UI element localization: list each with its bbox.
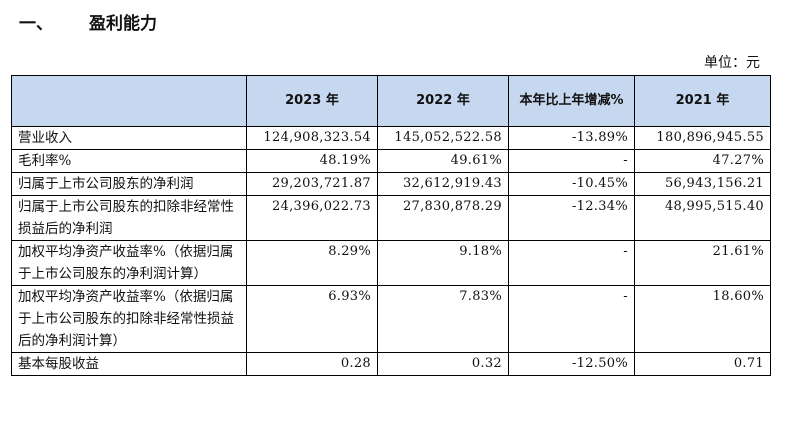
row-label: 营业收入	[11, 126, 247, 150]
cell-change: -12.34%	[508, 195, 635, 241]
cell-2021: 56,943,156.21	[634, 172, 771, 196]
header-year-2023: 2023 年	[246, 75, 378, 127]
cell-change: -	[508, 240, 635, 286]
profitability-table: 2023 年 2022 年 本年比上年增减% 2021 年 营业收入 124,9…	[11, 75, 771, 376]
cell-2022: 0.32	[377, 352, 509, 376]
cell-2022: 49.61%	[377, 149, 509, 173]
cell-2021: 47.27%	[634, 149, 771, 173]
cell-2021: 18.60%	[634, 285, 771, 353]
section-heading: 一、 盈利能力	[19, 9, 157, 34]
cell-2023: 6.93%	[246, 285, 378, 353]
cell-2023: 0.28	[246, 352, 378, 376]
cell-change: -12.50%	[508, 352, 635, 376]
table-row: 营业收入 124,908,323.54 145,052,522.58 -13.8…	[11, 126, 771, 150]
row-label: 毛利率%	[11, 149, 247, 173]
row-label: 归属于上市公司股东的净利润	[11, 172, 247, 196]
cell-2021: 180,896,945.55	[634, 126, 771, 150]
table-header-row: 2023 年 2022 年 本年比上年增减% 2021 年	[11, 75, 771, 127]
cell-2023: 24,396,022.73	[246, 195, 378, 241]
cell-2023: 29,203,721.87	[246, 172, 378, 196]
unit-label: 单位：元	[704, 55, 760, 71]
cell-2021: 48,995,515.40	[634, 195, 771, 241]
cell-change: -10.45%	[508, 172, 635, 196]
header-item	[11, 75, 247, 127]
cell-2023: 8.29%	[246, 240, 378, 286]
table-row: 毛利率% 48.19% 49.61% - 47.27%	[11, 149, 771, 173]
cell-2022: 145,052,522.58	[377, 126, 509, 150]
header-year-2021: 2021 年	[634, 75, 771, 127]
cell-2021: 21.61%	[634, 240, 771, 286]
cell-change: -	[508, 285, 635, 353]
cell-2022: 32,612,919.43	[377, 172, 509, 196]
cell-change: -13.89%	[508, 126, 635, 150]
cell-2022: 7.83%	[377, 285, 509, 353]
section-title: 盈利能力	[89, 14, 157, 34]
cell-2023: 48.19%	[246, 149, 378, 173]
row-label: 基本每股收益	[11, 352, 247, 376]
cell-2023: 124,908,323.54	[246, 126, 378, 150]
table-row: 加权平均净资产收益率%（依据归属于上市公司股东的扣除非经常性损益后的净利润计算）…	[11, 285, 771, 353]
table-row: 归属于上市公司股东的扣除非经常性损益后的净利润 24,396,022.73 27…	[11, 195, 771, 241]
table-row: 加权平均净资产收益率%（依据归属于上市公司股东的净利润计算） 8.29% 9.1…	[11, 240, 771, 286]
cell-2022: 9.18%	[377, 240, 509, 286]
header-change-pct: 本年比上年增减%	[508, 75, 635, 127]
row-label: 加权平均净资产收益率%（依据归属于上市公司股东的净利润计算）	[11, 240, 247, 286]
table-row: 归属于上市公司股东的净利润 29,203,721.87 32,612,919.4…	[11, 172, 771, 196]
section-number: 一、	[19, 14, 53, 34]
cell-2022: 27,830,878.29	[377, 195, 509, 241]
table-row: 基本每股收益 0.28 0.32 -12.50% 0.71	[11, 352, 771, 376]
cell-change: -	[508, 149, 635, 173]
row-label: 加权平均净资产收益率%（依据归属于上市公司股东的扣除非经常性损益后的净利润计算）	[11, 285, 247, 353]
cell-2021: 0.71	[634, 352, 771, 376]
row-label: 归属于上市公司股东的扣除非经常性损益后的净利润	[11, 195, 247, 241]
header-year-2022: 2022 年	[377, 75, 509, 127]
